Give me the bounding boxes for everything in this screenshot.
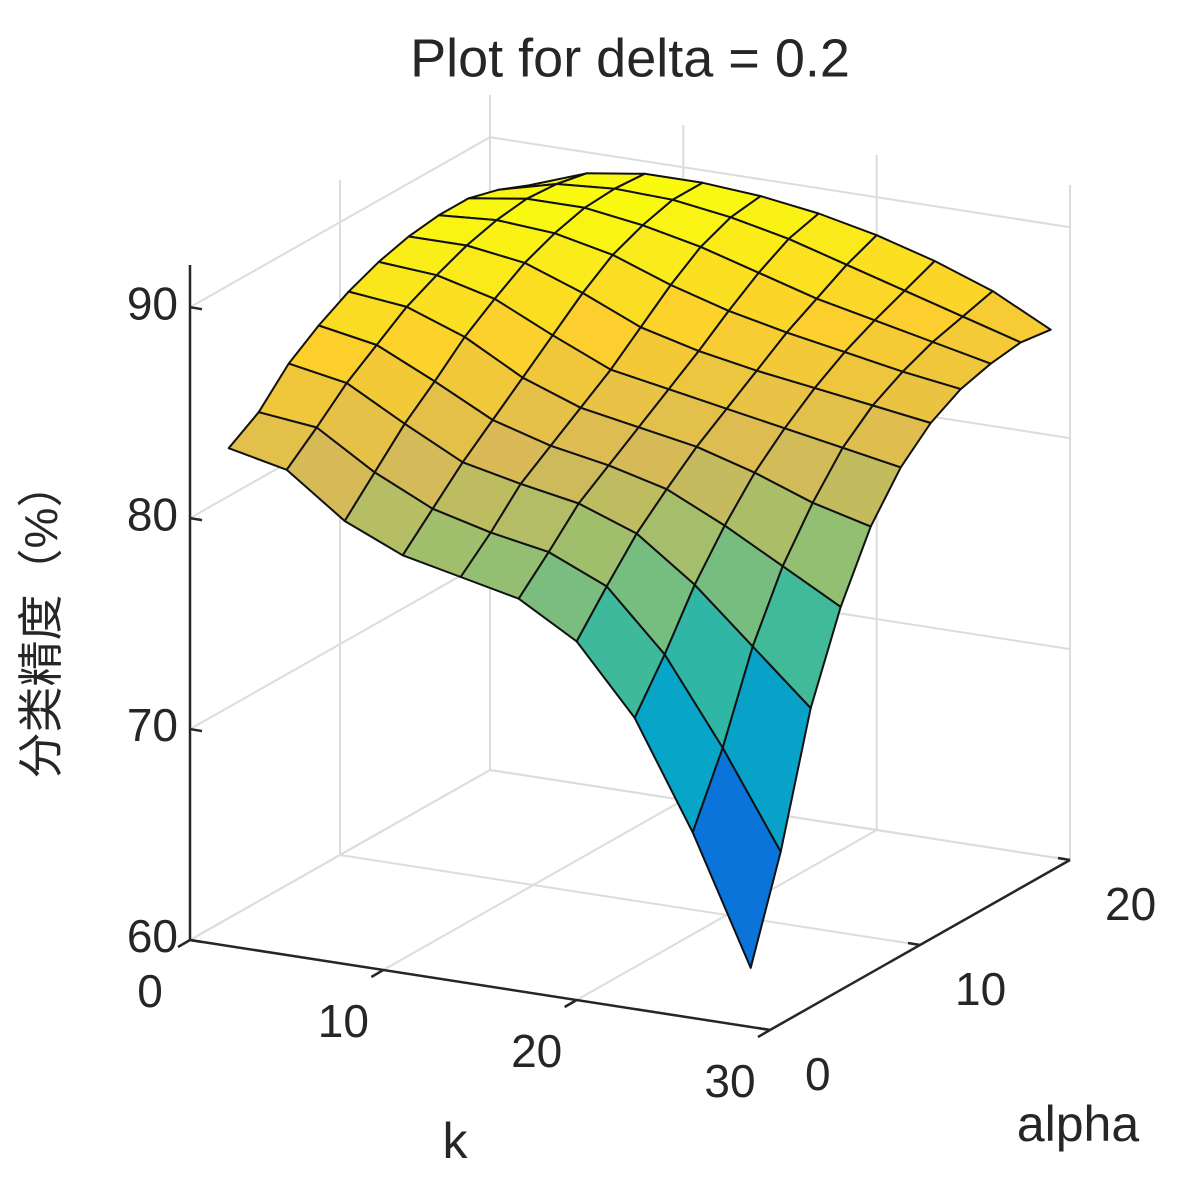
z-tick-label: 90: [127, 277, 178, 329]
z-tick-label: 60: [127, 910, 178, 962]
surface-patch: [691, 746, 782, 969]
x-axis-label: k: [443, 1113, 469, 1169]
z-tick-label: 80: [127, 488, 178, 540]
z-tick: [189, 516, 203, 522]
grid-line: [189, 768, 1071, 941]
y-tick: [907, 941, 921, 947]
z-tick: [189, 305, 203, 311]
y-tick-label: 20: [1105, 878, 1156, 930]
y-tick-label: 10: [955, 963, 1006, 1015]
x-tick-label: 0: [137, 965, 163, 1017]
x-tick-label: 20: [511, 1025, 562, 1077]
y-tick-label: 0: [805, 1048, 831, 1100]
x-tick: [564, 998, 578, 1009]
z-axis-label: 分类精度（%）: [15, 462, 67, 779]
z-tick: [189, 727, 203, 733]
z-tick-label: 70: [127, 699, 178, 751]
y-tick: [1057, 856, 1071, 862]
x-tick-label: 30: [704, 1055, 755, 1107]
x-tick-label: 10: [318, 995, 369, 1047]
x-tick: [757, 1028, 771, 1039]
z-tick: [189, 938, 203, 944]
x-axis: [189, 938, 771, 1032]
y-axis-label: alpha: [1017, 1096, 1140, 1152]
x-tick: [177, 938, 191, 949]
y-tick: [757, 1026, 771, 1032]
chart-title: Plot for delta = 0.2: [410, 28, 850, 88]
x-tick: [370, 968, 384, 979]
